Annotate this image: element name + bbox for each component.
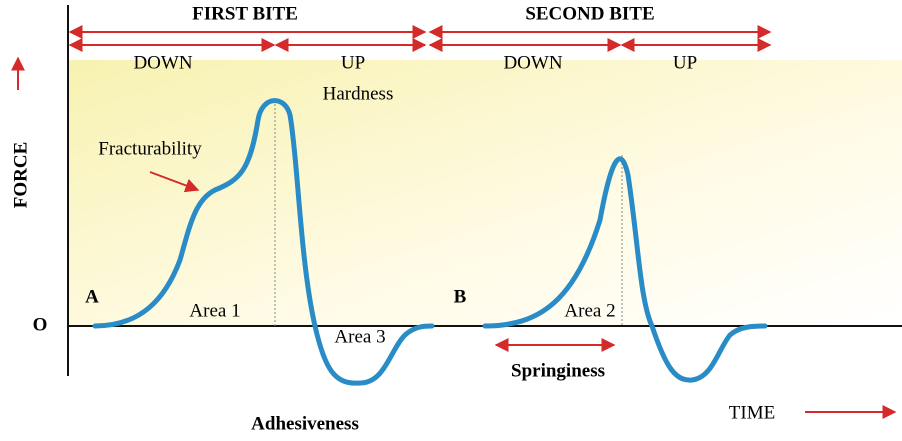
label: A: [85, 286, 99, 307]
label: Area 2: [564, 300, 615, 321]
label: TIME: [729, 402, 775, 423]
label: DOWN: [133, 52, 192, 73]
label: B: [454, 286, 467, 307]
label: UP: [341, 52, 365, 73]
label: FIRST BITE: [192, 3, 298, 24]
phase-arrows: [11, 25, 897, 419]
label: FORCE: [10, 142, 31, 209]
label: Hardness: [323, 83, 394, 104]
peak-guides: [274, 100, 623, 326]
label: DOWN: [503, 52, 562, 73]
first-bite-curve: [92, 98, 435, 386]
label: Area 1: [189, 300, 240, 321]
label: Area 3: [334, 326, 385, 347]
label: SECOND BITE: [525, 3, 654, 24]
label: Adhesiveness: [251, 413, 359, 434]
label: UP: [673, 52, 697, 73]
label: Springiness: [511, 360, 605, 381]
label: Fracturability: [98, 138, 202, 159]
second-bite-curve: [482, 156, 768, 383]
background: [68, 60, 902, 326]
label: O: [33, 314, 48, 335]
